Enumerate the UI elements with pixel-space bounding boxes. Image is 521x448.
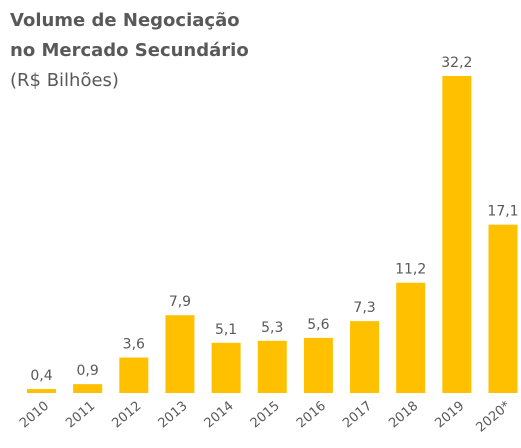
- chart-subtitle: (R$ Bilhões): [10, 70, 119, 91]
- x-tick-label: 2018: [386, 399, 421, 432]
- chart-title: Volume de Negociação: [10, 10, 240, 31]
- x-tick-label: 2012: [109, 399, 144, 432]
- x-tick-label: 2020*: [474, 398, 514, 435]
- data-label: 0,4: [30, 368, 52, 384]
- bar: [27, 389, 56, 393]
- bar: [73, 384, 103, 393]
- data-label: 3,6: [123, 337, 145, 353]
- bar: [165, 315, 195, 393]
- data-label: 7,9: [169, 294, 191, 310]
- data-label: 11,2: [395, 262, 426, 278]
- x-tick-label: 2013: [156, 399, 191, 432]
- data-label: 32,2: [441, 55, 472, 71]
- x-tick-label: 2016: [294, 399, 329, 432]
- x-tick-label: 2014: [202, 399, 237, 432]
- bar: [303, 337, 333, 393]
- bar: [119, 357, 149, 393]
- bar: [396, 282, 426, 393]
- x-tick-label: 2011: [63, 399, 98, 432]
- data-label: 7,3: [353, 300, 375, 316]
- data-label: 5,3: [261, 320, 283, 336]
- x-tick-label: 2010: [17, 399, 52, 432]
- data-label: 0,9: [77, 363, 99, 379]
- x-tick-label: 2015: [248, 399, 283, 432]
- chart-title: no Mercado Secundário: [10, 40, 249, 61]
- x-tick-label: 2017: [340, 399, 375, 432]
- bar: [442, 76, 472, 393]
- data-label: 17,1: [487, 204, 518, 220]
- bar: [350, 321, 380, 393]
- x-tick-label: 2019: [432, 399, 467, 432]
- bar: [211, 342, 241, 393]
- data-label: 5,6: [307, 317, 329, 333]
- data-label: 5,1: [215, 322, 237, 338]
- bar: [488, 224, 518, 393]
- bar: [257, 340, 287, 393]
